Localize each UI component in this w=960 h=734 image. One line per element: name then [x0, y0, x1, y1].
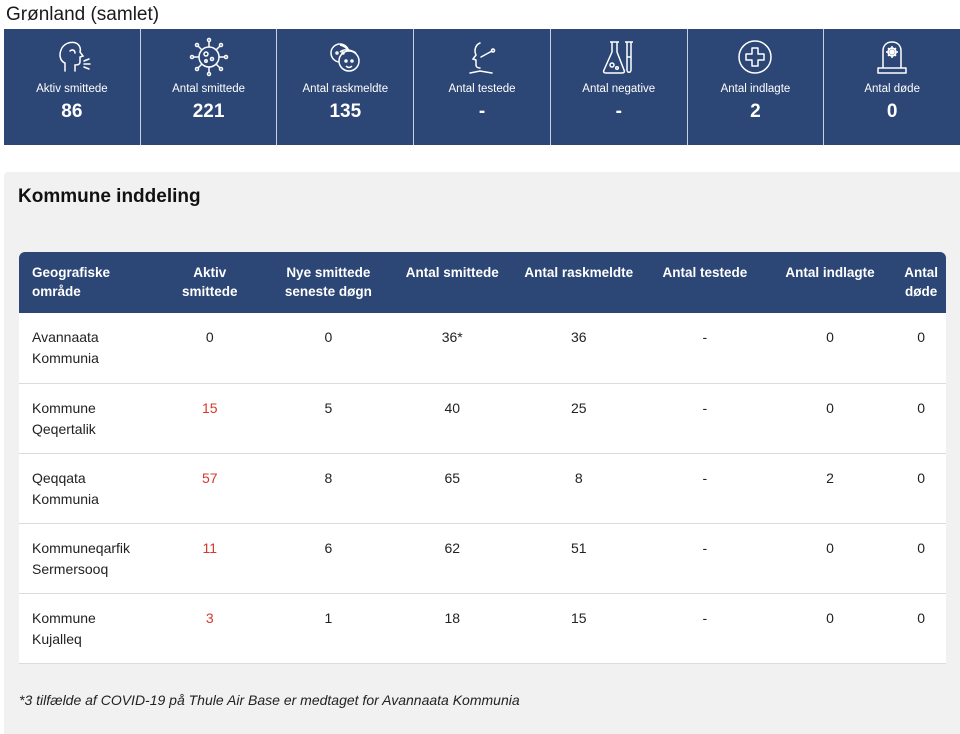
stats-bar: Aktiv smittede 86 Antal smittede 221 — [4, 29, 960, 145]
cell-testede: - — [646, 453, 764, 524]
swab-test-icon — [462, 35, 502, 79]
cell-aktiv: 15 — [155, 383, 264, 454]
hospital-cross-icon — [735, 35, 775, 79]
gravestone-icon — [872, 35, 912, 79]
stat-aktiv-smittede: Aktiv smittede 86 — [4, 29, 141, 145]
cell-raskmeldte: 51 — [511, 523, 647, 594]
stat-label: Antal negative — [582, 83, 656, 95]
cell-indlagte: 0 — [763, 313, 897, 384]
cell-testede: - — [646, 593, 764, 664]
cell-aktiv: 11 — [155, 523, 264, 594]
cell-aktiv: 3 — [155, 593, 264, 664]
cell-aktiv: 57 — [155, 453, 264, 524]
column-header: Antal testede — [646, 252, 764, 313]
cell-indlagte: 0 — [763, 523, 897, 594]
stat-antal-testede: Antal testede - — [414, 29, 551, 145]
column-header: Antal smittede — [392, 252, 512, 313]
stat-label: Antal raskmeldte — [302, 83, 389, 95]
stat-value: - — [615, 101, 622, 122]
cell-area: Kommune Kujalleq — [19, 593, 156, 664]
kommune-panel: Kommune inddeling Geografiske område Akt… — [4, 172, 960, 734]
stat-antal-negative: Antal negative - — [551, 29, 688, 145]
cell-smittede: 36* — [392, 313, 512, 384]
cell-indlagte: 0 — [763, 593, 897, 664]
page-title: Grønland (samlet) — [6, 4, 160, 25]
cell-smittede: 62 — [392, 523, 512, 594]
cell-raskmeldte: 36 — [511, 313, 647, 384]
cell-indlagte: 0 — [763, 383, 897, 454]
stat-value: 221 — [192, 101, 225, 122]
cell-smittede: 18 — [392, 593, 512, 664]
column-header: Nye smittede seneste døgn — [263, 252, 393, 313]
table-row: Qeqqata Kommunia 57 8 65 8 - 2 0 — [19, 453, 946, 524]
stat-value: 0 — [886, 101, 898, 122]
cell-doede: 0 — [896, 523, 946, 594]
stat-label: Antal smittede — [172, 83, 246, 95]
table-row: Kommuneqarfik Sermersooq 11 6 62 51 - 0 … — [19, 523, 946, 594]
stat-label: Antal testede — [448, 83, 516, 95]
table-header-row: Geografiske område Aktiv smittede Nye sm… — [19, 252, 946, 313]
cell-raskmeldte: 15 — [511, 593, 647, 664]
cell-doede: 0 — [896, 383, 946, 454]
stat-antal-raskmeldte: Antal raskmeldte 135 — [277, 29, 415, 145]
kommune-table: Geografiske område Aktiv smittede Nye sm… — [19, 252, 946, 664]
cell-nye: 5 — [263, 383, 393, 454]
column-header: Antal raskmeldte — [511, 252, 647, 313]
cough-icon — [52, 35, 92, 79]
cell-doede: 0 — [896, 313, 946, 384]
cell-testede: - — [646, 523, 764, 594]
cell-testede: - — [646, 383, 764, 454]
cell-area: Kommuneqarfik Sermersooq — [19, 523, 156, 594]
column-header: Aktiv smittede — [155, 252, 264, 313]
cell-area: Kommune Qeqertalik — [19, 383, 156, 454]
table-row: Kommune Qeqertalik 15 5 40 25 - 0 0 — [19, 383, 946, 454]
cell-doede: 0 — [896, 593, 946, 664]
stat-label: Antal indlagte — [720, 83, 791, 95]
cell-smittede: 65 — [392, 453, 512, 524]
stat-value: 2 — [750, 101, 761, 122]
cell-nye: 0 — [263, 313, 393, 384]
stat-antal-smittede: Antal smittede 221 — [141, 29, 278, 145]
stat-value: - — [478, 101, 486, 122]
column-header: Antal døde — [896, 252, 946, 313]
cell-raskmeldte: 8 — [511, 453, 647, 524]
stat-label: Antal døde — [864, 83, 920, 95]
stat-value: 86 — [61, 101, 83, 122]
cell-nye: 8 — [263, 453, 393, 524]
cell-smittede: 40 — [392, 383, 512, 454]
lab-flask-icon — [599, 35, 639, 79]
panel-title: Kommune inddeling — [18, 186, 201, 207]
cell-area: Avannaata Kommunia — [19, 313, 156, 384]
cell-nye: 1 — [263, 593, 393, 664]
table-row: Avannaata Kommunia 0 0 36* 36 - 0 0 — [19, 313, 946, 384]
cell-indlagte: 2 — [763, 453, 897, 524]
stat-antal-doede: Antal døde 0 — [824, 29, 960, 145]
cell-testede: - — [646, 313, 764, 384]
footnote: *3 tilfælde af COVID-19 på Thule Air Bas… — [19, 692, 520, 708]
stat-value: 135 — [329, 101, 362, 122]
column-header: Antal indlagte — [763, 252, 897, 313]
virus-icon — [189, 35, 229, 79]
stat-label: Aktiv smittede — [36, 83, 108, 95]
people-icon — [325, 35, 365, 79]
cell-nye: 6 — [263, 523, 393, 594]
cell-doede: 0 — [896, 453, 946, 524]
cell-aktiv: 0 — [155, 313, 264, 384]
table-row: Kommune Kujalleq 3 1 18 15 - 0 0 — [19, 593, 946, 664]
column-header: Geografiske område — [19, 252, 156, 313]
cell-raskmeldte: 25 — [511, 383, 647, 454]
stat-antal-indlagte: Antal indlagte 2 — [688, 29, 825, 145]
cell-area: Qeqqata Kommunia — [19, 453, 156, 524]
